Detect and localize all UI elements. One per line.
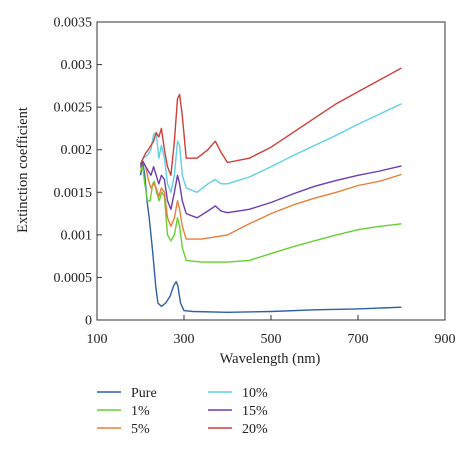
series-line-5pct	[139, 161, 402, 240]
x-tick-label: 500	[261, 332, 282, 347]
y-axis-title: Extinction coefficient	[15, 107, 31, 233]
y-tick-label: 0.0035	[54, 16, 93, 31]
y-tick-label: 0.0005	[54, 271, 93, 286]
series-lines	[139, 67, 402, 313]
plot-area	[96, 21, 446, 321]
y-tick-label: 0.003	[61, 58, 93, 73]
y-tick-label: 0.0015	[54, 186, 93, 201]
x-axis-ticks: 100 300 500 700 900	[87, 315, 456, 347]
series-line-1pct	[139, 166, 402, 263]
plot-border	[96, 21, 446, 321]
legend-label-15pct: 15%	[242, 404, 268, 419]
series-line-15pct	[139, 160, 402, 219]
legend-label-pure: Pure	[131, 386, 157, 401]
y-axis-ticks: 0 0.0005 0.001 0.0015 0.002 0.0025 0.003 0.0035	[54, 16, 102, 329]
legend-label-1pct: 1%	[131, 404, 150, 419]
series-line-20pct	[139, 67, 402, 176]
legend-label-20pct: 20%	[242, 422, 268, 437]
x-tick-label: 100	[87, 332, 108, 347]
y-tick-label: 0.001	[61, 228, 93, 243]
y-tick-label: 0.002	[61, 143, 93, 158]
x-tick-label: 900	[435, 332, 456, 347]
x-tick-label: 700	[348, 332, 369, 347]
series-line-10pct	[139, 103, 402, 193]
y-tick-label: 0.0025	[54, 101, 93, 116]
legend-label-10pct: 10%	[242, 386, 268, 401]
y-tick-label: 0	[85, 314, 92, 329]
legend-label-5pct: 5%	[131, 422, 150, 437]
x-tick-label: 300	[174, 332, 195, 347]
legend: Pure 1% 5% 10% 15% 20%	[97, 386, 268, 437]
series-line-pure	[139, 161, 402, 313]
x-axis-title: Wavelength (nm)	[220, 351, 321, 367]
